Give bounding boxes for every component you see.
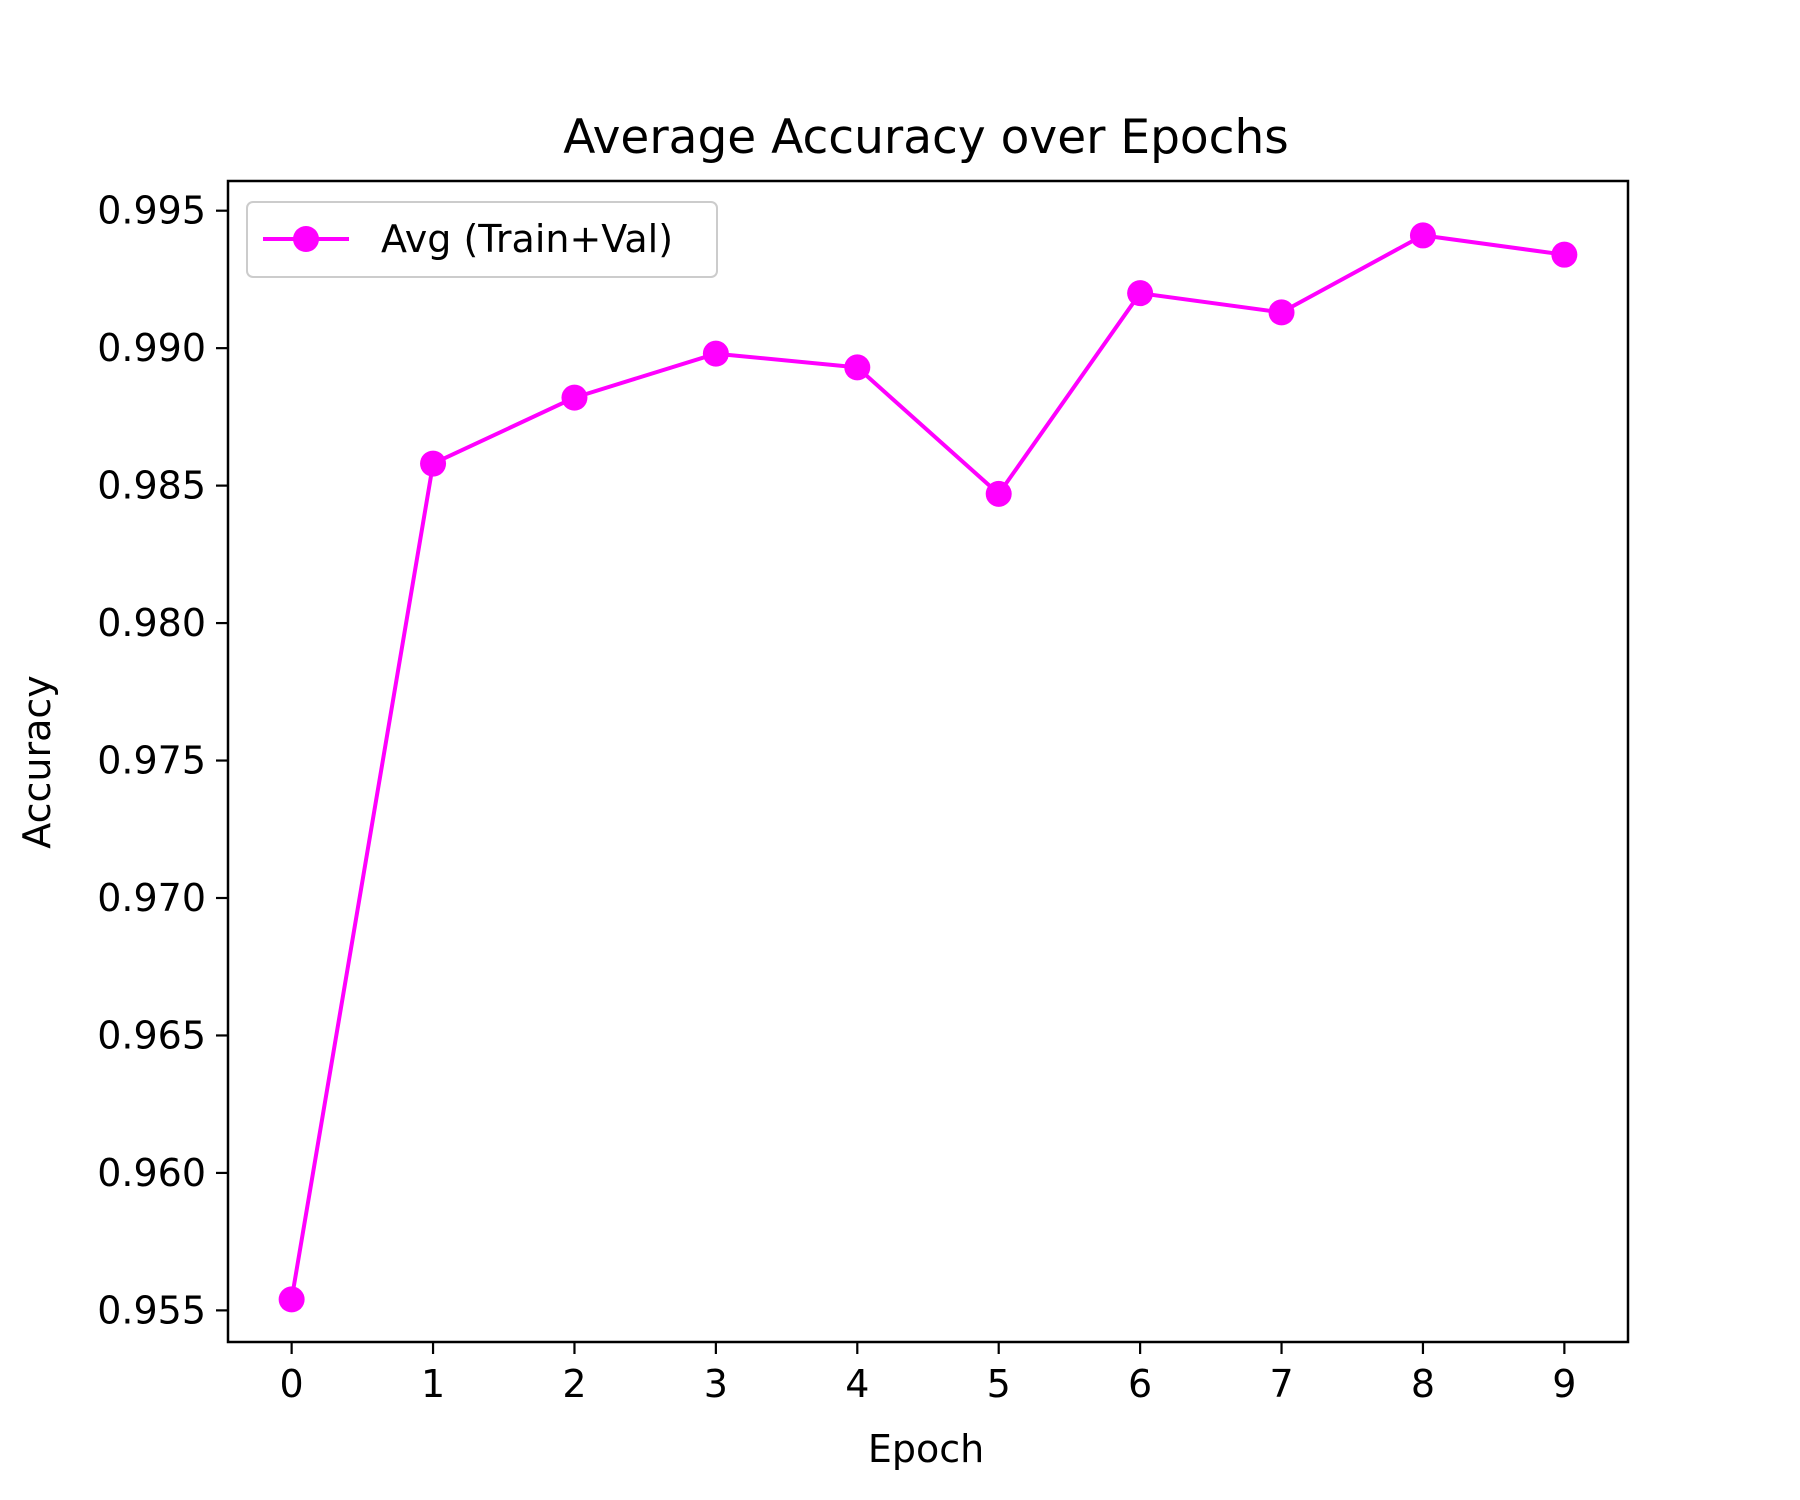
x-tick-label: 1 [421,1362,445,1406]
x-axis-label: Epoch [868,1427,984,1471]
axis-ticks: 0 1 2 3 4 5 6 7 8 9 0.955 0.960 0.965 0.970 0.975 0.980… [97,189,1576,1406]
y-tick-label: 0.980 [97,601,206,645]
chart-title: Average Accuracy over Epochs [563,110,1289,165]
y-axis-label: Accuracy [15,675,59,849]
data-point [1268,299,1295,326]
x-tick-label: 6 [1128,1362,1152,1406]
x-tick-label: 3 [704,1362,728,1406]
y-tick-label: 0.990 [97,326,206,370]
legend: Avg (Train+Val) [246,201,718,278]
data-point [1551,241,1578,268]
plot-frame [226,179,1630,1344]
data-point [561,384,588,411]
x-tick-label: 8 [1411,1362,1435,1406]
legend-marker-swatch [293,226,319,252]
x-tick-label: 7 [1269,1362,1293,1406]
x-tick-label: 5 [987,1362,1011,1406]
x-tick-label: 2 [562,1362,586,1406]
x-tick-label: 9 [1552,1362,1576,1406]
y-tick-label: 0.965 [97,1013,206,1057]
y-tick-label: 0.955 [97,1288,206,1332]
data-point [702,340,729,367]
legend-label: Avg (Train+Val) [381,217,673,261]
x-tick-label: 0 [280,1362,304,1406]
y-tick-label: 0.995 [97,189,206,233]
y-tick-label: 0.960 [97,1151,206,1195]
y-tick-label: 0.985 [97,464,206,508]
data-point [844,354,871,381]
series-line [289,233,1565,1300]
data-point [1409,222,1436,249]
data-point [420,450,447,477]
data-point [1127,280,1154,307]
data-point [985,480,1012,507]
x-tick-label: 4 [845,1362,869,1406]
data-series [278,222,1578,1313]
y-tick-label: 0.970 [97,876,206,920]
data-point [278,1286,305,1313]
y-tick-label: 0.975 [97,739,206,783]
legend-box [246,201,718,278]
